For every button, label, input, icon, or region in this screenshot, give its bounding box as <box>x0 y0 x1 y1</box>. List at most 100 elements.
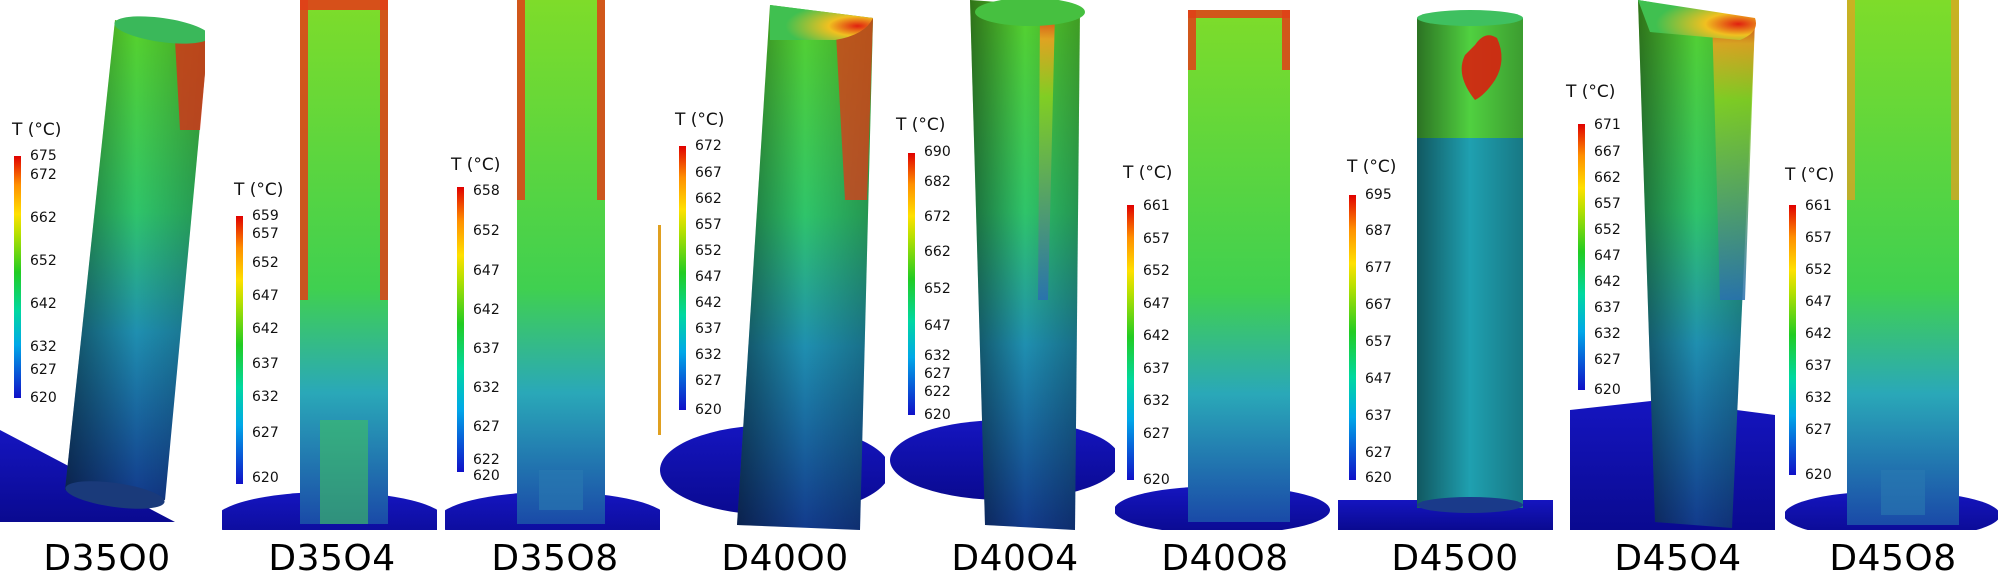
tick-label: 658 <box>473 183 500 199</box>
colorbar-gradient <box>236 216 243 484</box>
tick-label: 647 <box>695 269 722 285</box>
panel-d40o4: T (°C) 690 682 672 662 652 647 632 627 6… <box>890 0 1115 579</box>
tick-label: 637 <box>473 341 500 357</box>
colorbar-gradient <box>1578 124 1585 390</box>
case-label: D35O4 <box>268 538 396 579</box>
colorbar-title: T (°C) <box>896 115 946 135</box>
panel-d40o8: T (°C) 661 657 652 647 642 637 632 627 6… <box>1115 0 1330 579</box>
tick-label: 637 <box>1805 358 1832 374</box>
colorbar-title: T (°C) <box>1566 82 1616 102</box>
tick-label: 637 <box>1143 361 1170 377</box>
case-label: D45O4 <box>1614 538 1742 579</box>
tick-label: 620 <box>252 470 279 486</box>
case-label: D40O4 <box>951 538 1079 579</box>
tick-label: 677 <box>1365 260 1392 276</box>
cross-section-render <box>1785 0 1998 530</box>
tick-label: 657 <box>1805 230 1832 246</box>
tick-label: 627 <box>30 362 57 378</box>
tick-label: 632 <box>252 389 279 405</box>
case-label: D40O0 <box>721 538 849 579</box>
tick-label: 620 <box>1143 472 1170 488</box>
tick-label: 647 <box>924 318 951 334</box>
tick-label: 671 <box>1594 117 1621 133</box>
tick-label: 642 <box>1594 274 1621 290</box>
tick-label: 637 <box>695 321 722 337</box>
tick-label: 620 <box>473 468 500 484</box>
tick-label: 652 <box>924 281 951 297</box>
tick-label: 657 <box>252 226 279 242</box>
tick-label: 652 <box>473 223 500 239</box>
tick-label: 652 <box>1143 263 1170 279</box>
tick-label: 642 <box>473 302 500 318</box>
colorbar-gradient <box>679 146 686 410</box>
tick-label: 667 <box>1365 297 1392 313</box>
tick-label: 659 <box>252 208 279 224</box>
tick-label: 620 <box>924 407 951 423</box>
colorbar-gradient <box>1789 205 1796 475</box>
tick-label: 627 <box>1594 352 1621 368</box>
tick-label: 632 <box>1594 326 1621 342</box>
tick-label: 642 <box>252 321 279 337</box>
tick-label: 675 <box>30 148 57 164</box>
tick-label: 620 <box>1594 382 1621 398</box>
tilted-cylinder-render <box>1570 0 1775 530</box>
tick-label: 695 <box>1365 187 1392 203</box>
tick-label: 622 <box>473 452 500 468</box>
tick-label: 652 <box>30 253 57 269</box>
tilted-cylinder-render <box>658 5 885 530</box>
tick-label: 647 <box>1365 371 1392 387</box>
tilted-cylinder-render <box>0 16 205 522</box>
colorbar-title: T (°C) <box>234 180 284 200</box>
cross-section-render <box>445 0 660 530</box>
tick-label: 661 <box>1805 198 1832 214</box>
colorbar-gradient <box>457 187 464 472</box>
tick-label: 672 <box>30 167 57 183</box>
tick-label: 652 <box>695 243 722 259</box>
tick-label: 652 <box>252 255 279 271</box>
tick-label: 620 <box>695 402 722 418</box>
tick-label: 642 <box>30 296 57 312</box>
panel-d40o0: T (°C) 672 667 662 657 652 647 642 637 6… <box>655 0 885 579</box>
tick-label: 662 <box>30 210 57 226</box>
tick-label: 647 <box>252 288 279 304</box>
tick-label: 627 <box>924 366 951 382</box>
panel-d35o0: T (°C) 675 672 662 652 642 632 627 620 D… <box>0 0 205 579</box>
case-label: D45O8 <box>1829 538 1957 579</box>
colorbar-gradient <box>14 156 21 398</box>
case-label: D35O0 <box>43 538 171 579</box>
colorbar-gradient <box>1349 195 1356 480</box>
colorbar-title: T (°C) <box>1347 157 1397 177</box>
case-label: D45O0 <box>1391 538 1519 579</box>
tick-label: 632 <box>30 339 57 355</box>
colorbar-gradient <box>1127 205 1134 480</box>
tick-label: 657 <box>1594 196 1621 212</box>
tick-label: 647 <box>1594 248 1621 264</box>
colorbar-gradient <box>908 153 915 415</box>
tick-label: 620 <box>1365 470 1392 486</box>
colorbar-title: T (°C) <box>451 155 501 175</box>
tick-label: 620 <box>1805 467 1832 483</box>
tick-label: 627 <box>1805 422 1832 438</box>
tick-label: 642 <box>695 295 722 311</box>
cross-section-render <box>222 0 437 530</box>
tick-label: 657 <box>1143 231 1170 247</box>
case-label: D40O8 <box>1161 538 1289 579</box>
tick-label: 657 <box>1365 334 1392 350</box>
tick-label: 667 <box>1594 144 1621 160</box>
colorbar-title: T (°C) <box>1785 165 1835 185</box>
cross-section-render <box>1115 10 1330 530</box>
tick-label: 652 <box>1594 222 1621 238</box>
tick-label: 622 <box>924 384 951 400</box>
panel-d45o4: T (°C) 671 667 662 657 652 647 642 637 6… <box>1560 0 1785 579</box>
tick-label: 627 <box>1143 426 1170 442</box>
upright-cylinder-render <box>1338 10 1553 530</box>
tick-label: 647 <box>473 263 500 279</box>
tick-label: 662 <box>924 244 951 260</box>
tick-label: 642 <box>1143 328 1170 344</box>
panel-d45o0: T (°C) 695 687 677 667 657 647 637 627 6… <box>1335 0 1555 579</box>
tick-label: 682 <box>924 174 951 190</box>
tick-label: 632 <box>1805 390 1832 406</box>
tick-label: 632 <box>695 347 722 363</box>
tick-label: 632 <box>924 348 951 364</box>
tick-label: 657 <box>695 217 722 233</box>
